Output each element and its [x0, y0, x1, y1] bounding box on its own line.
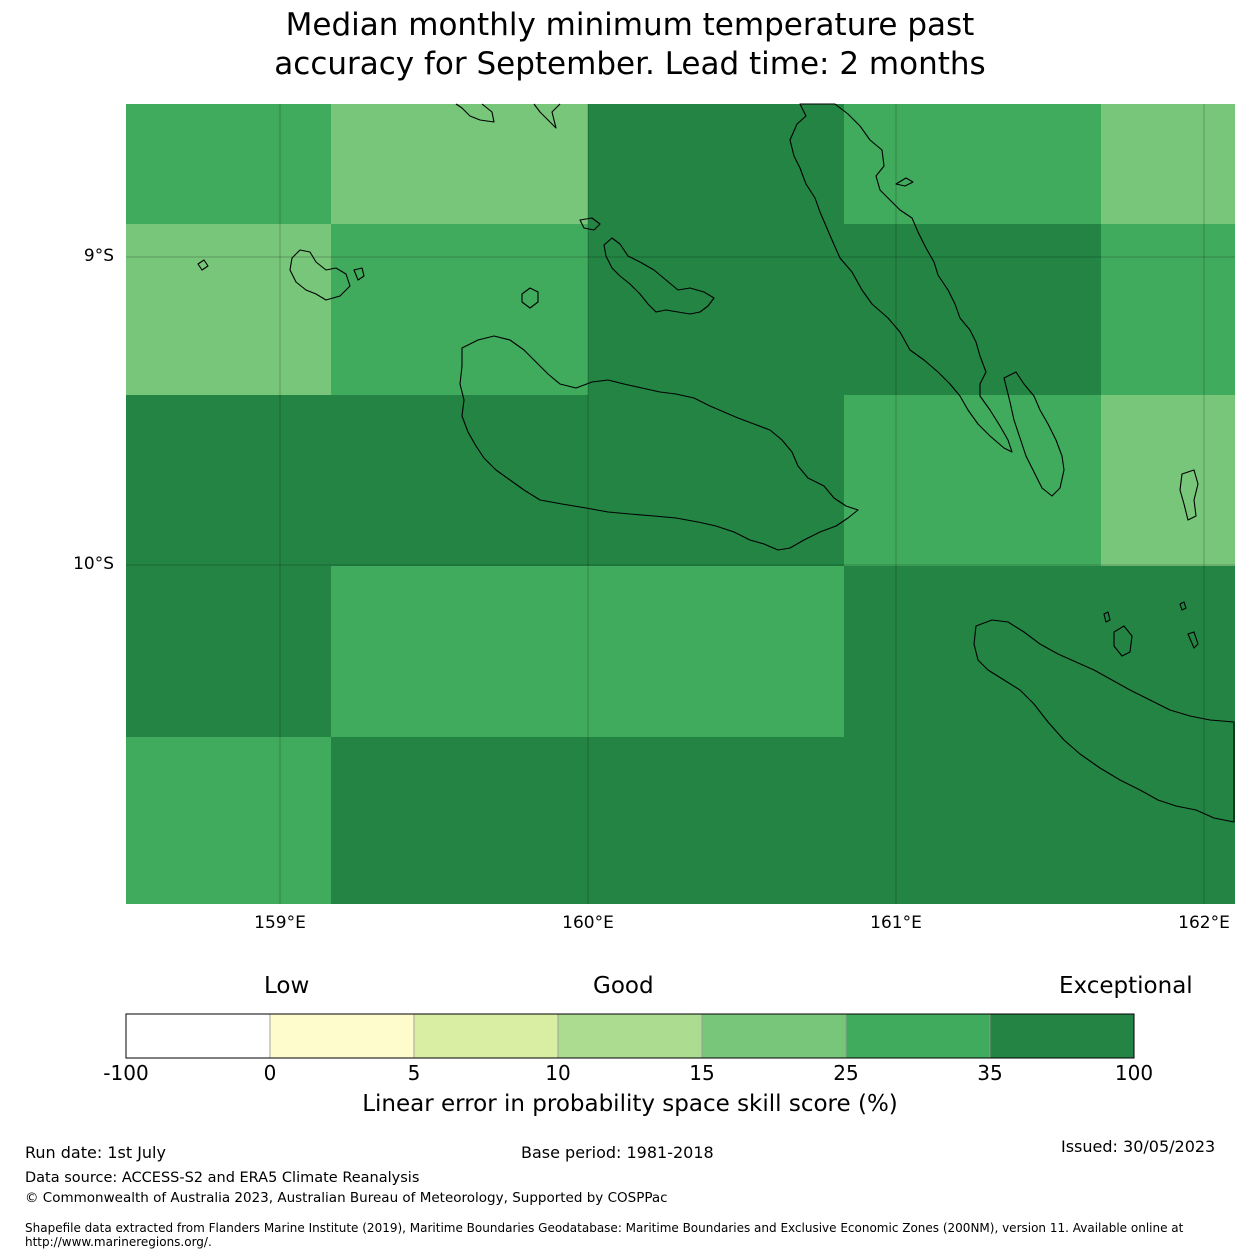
skill-cell	[844, 737, 1101, 904]
run-date: Run date: 1st July	[25, 1143, 166, 1162]
coastline-isabel-islet	[895, 177, 914, 187]
lat-label-10s: 10°S	[73, 554, 114, 574]
lon-label-162e: 162°E	[1178, 913, 1230, 933]
skill-cell	[588, 395, 844, 566]
skill-cell	[1101, 395, 1235, 566]
colorbar-category-low: Low	[264, 973, 310, 999]
skill-cell	[844, 224, 1101, 395]
copyright: © Commonwealth of Australia 2023, Austra…	[25, 1190, 668, 1206]
colorbar-tick-label: 35	[977, 1061, 1003, 1085]
lon-label-159e: 159°E	[254, 913, 306, 933]
skill-cell	[1101, 566, 1235, 737]
colorbar-tick-label: 100	[1114, 1061, 1154, 1085]
coastline-west-islet	[197, 259, 209, 271]
issued-date: Issued: 30/05/2023	[1061, 1137, 1216, 1156]
lon-label-160e: 160°E	[562, 913, 614, 933]
data-source: Data source: ACCESS-S2 and ERA5 Climate …	[25, 1170, 420, 1186]
coastline-east-islet-3	[1187, 631, 1199, 649]
colorbar-category-exceptional: Exceptional	[1059, 973, 1193, 999]
skill-cell	[331, 224, 588, 395]
lon-label-161e: 161°E	[870, 913, 922, 933]
coastline-russell-islet	[353, 267, 365, 281]
coastline-top-fragment-1	[455, 103, 495, 123]
skill-cell	[126, 104, 331, 224]
skill-cell	[331, 395, 588, 566]
coastline-east-islet-2	[1179, 601, 1187, 611]
coastline-ulawa	[1179, 469, 1199, 521]
skill-cell	[588, 737, 844, 904]
colorbar-title: Linear error in probability space skill …	[362, 1091, 898, 1117]
skill-cell	[588, 566, 844, 737]
skill-grid	[126, 104, 1235, 904]
colorbar-tick-label: 15	[689, 1061, 715, 1085]
colorbar-tick-label: -100	[103, 1061, 149, 1085]
colorbar-tick-label: 10	[545, 1061, 571, 1085]
skill-cell	[588, 104, 844, 224]
coastline-savo	[521, 287, 539, 309]
skill-cell	[331, 737, 588, 904]
shapefile-credit: Shapefile data extracted from Flanders M…	[25, 1221, 1184, 1249]
coastline-malaita	[1003, 371, 1065, 497]
skill-cell	[126, 737, 331, 904]
coastlines	[197, 103, 1235, 823]
skill-cell	[331, 104, 588, 224]
skill-cell	[126, 395, 331, 566]
map-title-line-2: accuracy for September. Lead time: 2 mon…	[274, 46, 986, 82]
skill-cell	[844, 395, 1101, 566]
graticule	[126, 104, 1235, 904]
coastline-top-fragment-2	[533, 103, 561, 129]
skill-cell	[844, 104, 1101, 224]
skill-cell	[331, 566, 588, 737]
colorbar-tick-label: 5	[407, 1061, 421, 1085]
skill-cell	[1101, 104, 1235, 224]
map-title-line-1: Median monthly minimum temperature past	[285, 7, 975, 43]
colorbar-category-good: Good	[593, 973, 654, 999]
skill-cell	[1101, 224, 1235, 395]
coastline-guadalcanal	[459, 335, 859, 551]
coastline-florida-islands	[603, 237, 715, 315]
coastline-russell-islands	[289, 249, 351, 301]
skill-cell	[126, 566, 331, 737]
coastline-makira	[973, 619, 1235, 823]
coastline-makira-islet	[1113, 625, 1133, 657]
skill-cell	[1101, 737, 1235, 904]
coastline-santa-isabel	[789, 103, 1013, 453]
base-period: Base period: 1981-2018	[521, 1143, 714, 1162]
coastline-florida-islet	[579, 217, 601, 231]
skill-cell	[588, 224, 844, 395]
colorbar-tick-label: 25	[833, 1061, 859, 1085]
coastline-east-islet-1	[1103, 611, 1111, 623]
skill-cell	[844, 566, 1101, 737]
colorbar-tick-label: 0	[263, 1061, 277, 1085]
lat-label-9s: 9°S	[83, 246, 114, 266]
